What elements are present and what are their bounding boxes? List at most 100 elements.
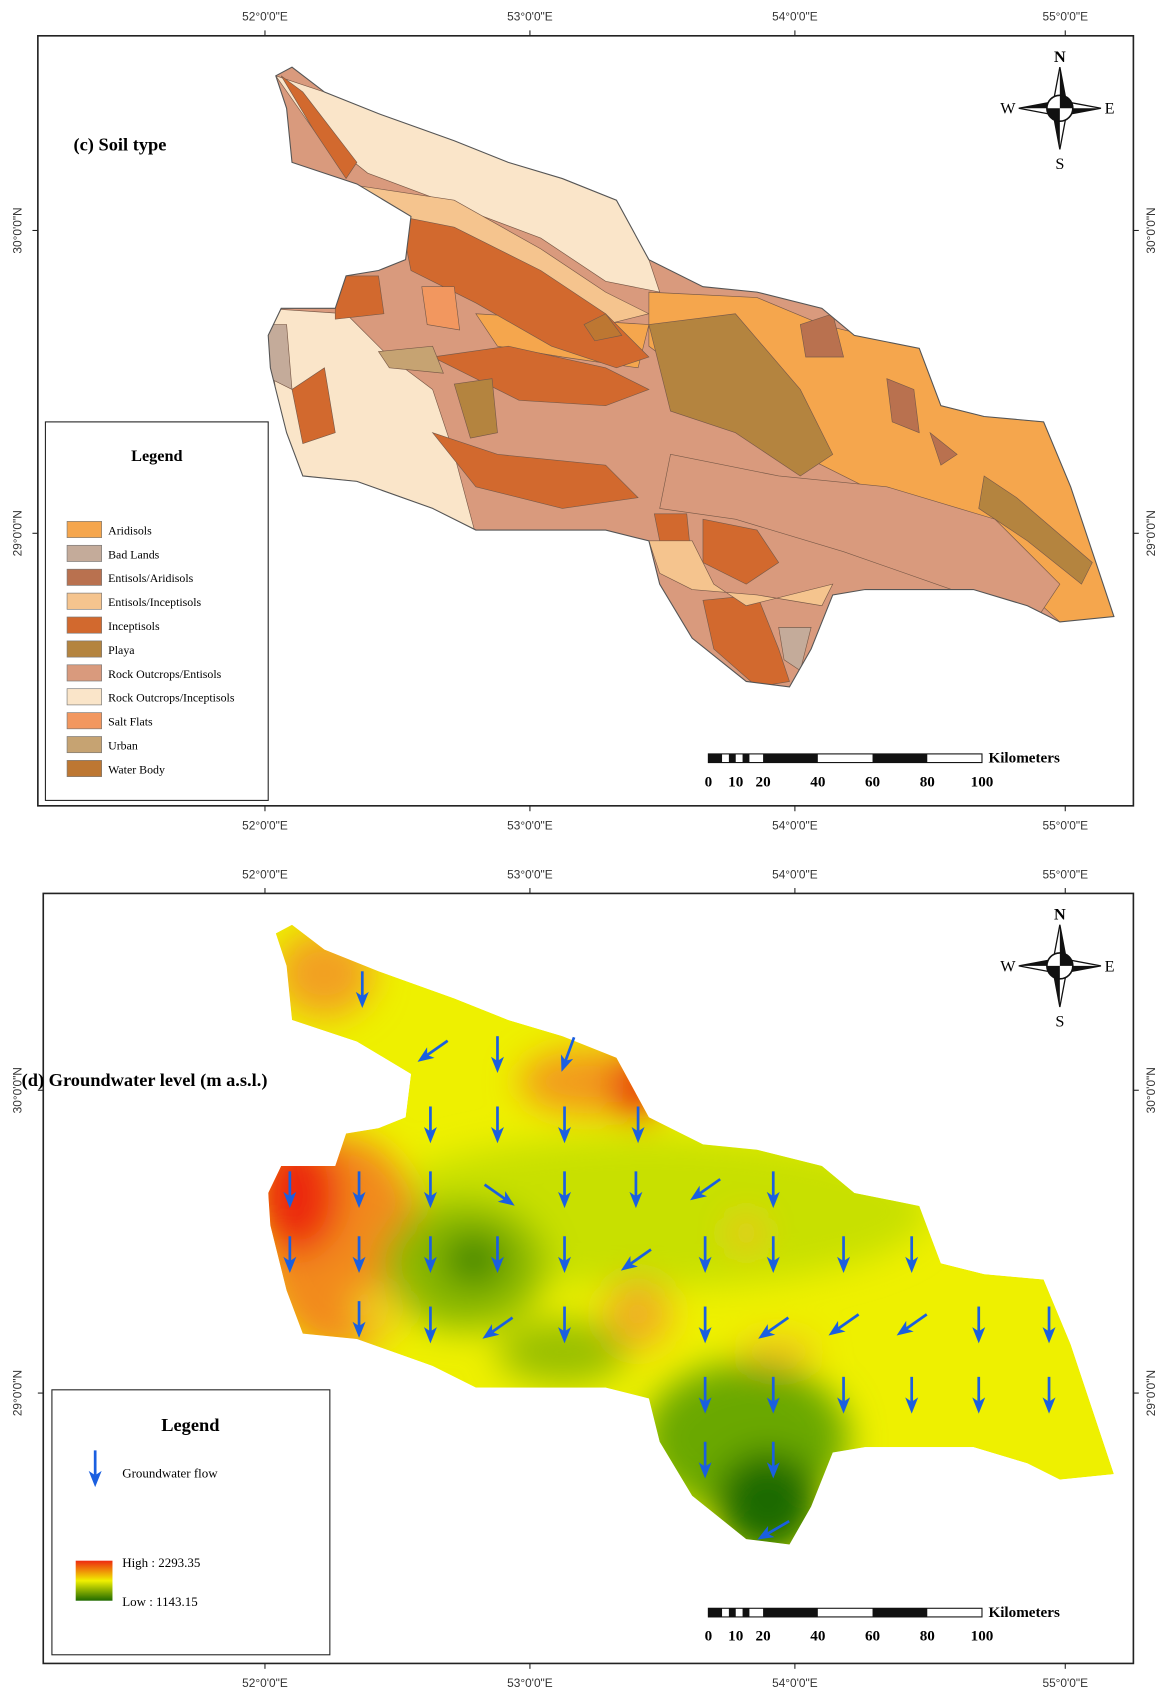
soil-unit <box>583 313 623 342</box>
scale-label: 80 <box>920 774 935 790</box>
bottom-longitude-label: 53°0'0"E <box>507 819 553 833</box>
flow-arrow <box>757 1520 790 1540</box>
flow-arrow <box>766 1376 780 1414</box>
panel-title: (c) Soil type <box>74 134 167 155</box>
compass-ring <box>1046 952 1073 979</box>
flow-arrow <box>972 1306 986 1344</box>
flow-arrow <box>483 1183 515 1206</box>
legend-swatch <box>66 688 102 706</box>
scale-bar-segment <box>763 1608 818 1617</box>
flow-arrow <box>698 1441 712 1479</box>
soil-unit <box>648 313 834 477</box>
compass-ring <box>1046 95 1073 122</box>
flow-arrow <box>352 1236 366 1274</box>
flow-arrow-head <box>698 1397 712 1414</box>
flow-arrow <box>88 1450 102 1488</box>
flow-arrow <box>352 1171 366 1209</box>
flow-arrow <box>283 1236 297 1274</box>
scale-unit: Kilometers <box>988 1605 1060 1621</box>
scale-bar-segment <box>872 753 928 763</box>
soil-unit <box>280 75 358 180</box>
soil-unit <box>291 367 336 444</box>
right-latitude-label: 29°0'0"N <box>1144 510 1158 556</box>
flow-arrow-head <box>283 1191 297 1209</box>
top-longitude-label: 55°0'0"E <box>1042 10 1088 24</box>
legend-label: Rock Outcrops/Entisols <box>108 667 222 681</box>
surface-blob <box>268 1135 341 1255</box>
soil-unit <box>453 378 498 439</box>
scale-label: 100 <box>971 774 994 790</box>
soil-unit <box>799 313 844 358</box>
scale-unit: Kilometers <box>988 751 1060 767</box>
legend-swatch <box>66 568 102 586</box>
flow-arrow-head <box>558 1191 572 1209</box>
legend-swatch <box>66 760 102 777</box>
legend-label: Urban <box>108 738 138 752</box>
flow-arrow <box>631 1106 645 1144</box>
compass-north: N <box>1054 48 1066 66</box>
scale-bar-segment <box>742 1608 750 1617</box>
flow-arrow <box>558 1106 572 1144</box>
legend-colorbar <box>75 1560 113 1601</box>
soil-unit <box>334 275 385 320</box>
flow-arrow <box>758 1316 790 1339</box>
flow-arrow <box>837 1236 851 1274</box>
flow-arrow <box>698 1376 712 1414</box>
flow-arrow-head <box>1042 1397 1056 1414</box>
flow-arrow-head <box>558 1256 572 1274</box>
flow-arrow-head <box>352 1256 366 1274</box>
top-longitude-label: 54°0'0"E <box>772 867 818 881</box>
flow-arrow <box>490 1036 504 1073</box>
scale-label: 0 <box>705 774 713 790</box>
flow-arrow <box>490 1236 504 1274</box>
flow-arrow-head <box>423 1127 437 1144</box>
flow-arrow-head <box>766 1256 780 1274</box>
scale-label: 20 <box>756 1629 771 1645</box>
right-latitude-label: 29°0'0"N <box>1144 1370 1158 1416</box>
flow-arrow-head <box>766 1191 780 1209</box>
flow-arrow-head <box>560 1054 574 1072</box>
scale-label: 40 <box>810 1629 825 1645</box>
surface-blob <box>497 1319 628 1385</box>
flow-arrow-head <box>558 1127 572 1144</box>
flow-arrow-head <box>766 1397 780 1414</box>
flow-arrow-head <box>972 1397 986 1414</box>
scale-label: 0 <box>705 1629 713 1645</box>
flow-arrow-shaft <box>699 1178 721 1195</box>
bottom-longitude-label: 55°0'0"E <box>1042 819 1088 833</box>
legend-label: Playa <box>108 643 135 657</box>
bottom-longitude-label: 52°0'0"E <box>242 819 288 833</box>
soil-unit <box>377 345 444 374</box>
flow-arrow-head <box>766 1462 780 1479</box>
flow-arrow-head <box>490 1127 504 1144</box>
top-longitude-label: 52°0'0"E <box>242 867 288 881</box>
top-longitude-label: 54°0'0"E <box>772 10 818 24</box>
flow-arrow-head <box>490 1256 504 1274</box>
flow-arrow-head <box>352 1191 366 1209</box>
legend-label: Aridisols <box>108 523 152 537</box>
groundwater-map <box>268 924 1114 1545</box>
compass-south: S <box>1055 1012 1064 1030</box>
soil-unit <box>431 345 650 407</box>
scale-bar-segment <box>872 1608 928 1617</box>
flow-arrow <box>698 1306 712 1344</box>
legend-label: Inceptisols <box>108 619 160 633</box>
scale-bar-segment <box>728 753 736 763</box>
soil-unit <box>929 431 958 466</box>
flow-arrow-head <box>423 1256 437 1274</box>
soil-unit <box>978 475 1093 585</box>
bottom-longitude-label: 53°0'0"E <box>507 1676 553 1690</box>
flow-arrow-shaft <box>837 1313 860 1330</box>
left-latitude-label: 29°0'0"N <box>11 1370 25 1416</box>
scale-label: 100 <box>971 1629 994 1645</box>
legend-swatch <box>66 521 102 538</box>
flow-arrow-head <box>698 1327 712 1344</box>
legend-title: Legend <box>131 447 182 465</box>
flow-arrow-shaft <box>905 1313 928 1330</box>
flow-arrow <box>698 1236 712 1274</box>
flow-arrow-head <box>690 1185 708 1201</box>
panel-title: (d) Groundwater level (m a.s.l.) <box>22 1070 268 1091</box>
flow-arrow <box>355 971 369 1009</box>
soil-unit <box>421 286 461 331</box>
